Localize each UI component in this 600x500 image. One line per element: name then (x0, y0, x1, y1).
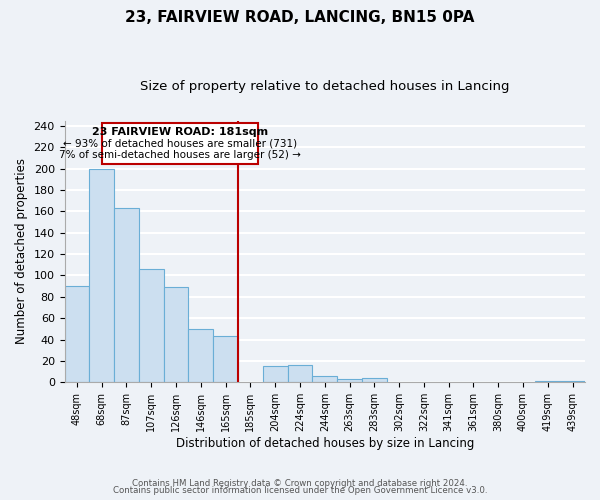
Text: 23, FAIRVIEW ROAD, LANCING, BN15 0PA: 23, FAIRVIEW ROAD, LANCING, BN15 0PA (125, 10, 475, 25)
Bar (89, 168, 114, 382)
Bar (362, 378, 387, 382)
Bar (263, 366, 287, 382)
Bar (188, 329, 213, 382)
Text: Contains public sector information licensed under the Open Government Licence v3: Contains public sector information licen… (113, 486, 487, 495)
Bar (114, 208, 139, 382)
Y-axis label: Number of detached properties: Number of detached properties (15, 158, 28, 344)
FancyBboxPatch shape (102, 122, 258, 164)
Bar (139, 269, 164, 382)
Bar (65, 286, 89, 382)
Text: ← 93% of detached houses are smaller (731): ← 93% of detached houses are smaller (73… (63, 138, 297, 148)
Bar (337, 379, 362, 382)
X-axis label: Distribution of detached houses by size in Lancing: Distribution of detached houses by size … (176, 437, 474, 450)
Bar (213, 336, 238, 382)
Bar (287, 366, 313, 382)
Text: 23 FAIRVIEW ROAD: 181sqm: 23 FAIRVIEW ROAD: 181sqm (92, 127, 268, 137)
Bar (164, 287, 188, 382)
Text: Contains HM Land Registry data © Crown copyright and database right 2024.: Contains HM Land Registry data © Crown c… (132, 478, 468, 488)
Text: 7% of semi-detached houses are larger (52) →: 7% of semi-detached houses are larger (5… (59, 150, 301, 160)
Bar (313, 376, 337, 382)
Title: Size of property relative to detached houses in Lancing: Size of property relative to detached ho… (140, 80, 509, 93)
